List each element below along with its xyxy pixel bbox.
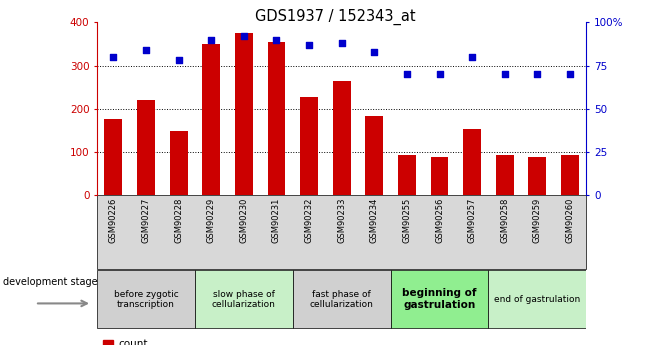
- Bar: [202, 44, 220, 195]
- Bar: [333, 81, 350, 195]
- FancyBboxPatch shape: [488, 270, 586, 328]
- Point: [499, 71, 510, 77]
- Point: [532, 71, 543, 77]
- Text: fast phase of
cellularization: fast phase of cellularization: [310, 289, 374, 309]
- Point: [271, 37, 282, 42]
- Text: slow phase of
cellularization: slow phase of cellularization: [212, 289, 276, 309]
- FancyBboxPatch shape: [97, 270, 195, 328]
- Bar: [496, 155, 514, 195]
- Point: [434, 71, 445, 77]
- FancyBboxPatch shape: [391, 270, 488, 328]
- Point: [141, 47, 151, 53]
- Bar: [300, 97, 318, 195]
- Text: GDS1937 / 152343_at: GDS1937 / 152343_at: [255, 9, 415, 25]
- Legend: count, percentile rank within the sample: count, percentile rank within the sample: [103, 338, 295, 345]
- Point: [174, 58, 184, 63]
- Bar: [235, 33, 253, 195]
- Bar: [431, 157, 448, 195]
- FancyBboxPatch shape: [293, 270, 391, 328]
- Point: [369, 49, 380, 55]
- Point: [336, 40, 347, 46]
- Text: beginning of
gastrulation: beginning of gastrulation: [402, 288, 477, 310]
- Bar: [137, 100, 155, 195]
- Point: [401, 71, 412, 77]
- Bar: [267, 42, 285, 195]
- Bar: [463, 129, 481, 195]
- Bar: [398, 155, 416, 195]
- FancyBboxPatch shape: [195, 270, 293, 328]
- Point: [467, 54, 478, 60]
- Point: [206, 37, 216, 42]
- Text: development stage: development stage: [3, 277, 98, 287]
- Bar: [105, 119, 123, 195]
- Point: [565, 71, 576, 77]
- Text: before zygotic
transcription: before zygotic transcription: [114, 289, 178, 309]
- Bar: [561, 155, 579, 195]
- Point: [239, 33, 249, 39]
- Bar: [365, 116, 383, 195]
- Bar: [529, 157, 546, 195]
- Point: [304, 42, 314, 48]
- Text: end of gastrulation: end of gastrulation: [494, 295, 580, 304]
- Bar: [170, 131, 188, 195]
- Point: [108, 54, 119, 60]
